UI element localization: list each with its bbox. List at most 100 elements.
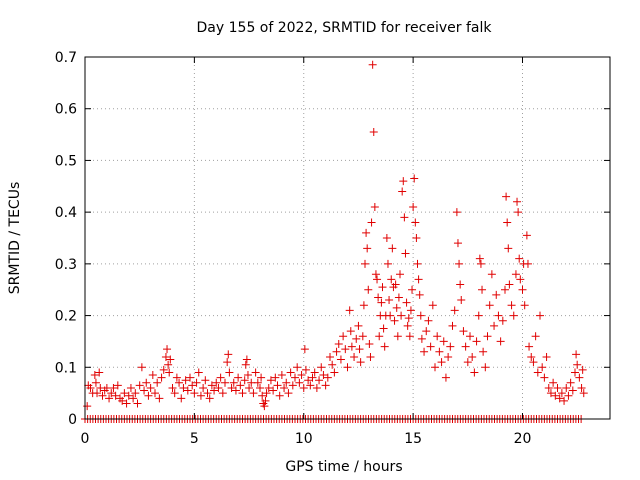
data-point: [356, 358, 365, 367]
x-tick-label: 10: [295, 431, 313, 447]
data-point: [199, 383, 208, 392]
data-point: [223, 358, 232, 367]
data-point: [131, 389, 140, 398]
data-point: [399, 177, 408, 186]
data-point: [513, 197, 522, 206]
data-point: [181, 376, 190, 385]
data-point: [86, 383, 95, 392]
data-point: [441, 373, 450, 382]
data-point: [224, 350, 233, 359]
data-point: [231, 386, 240, 395]
data-point: [326, 352, 334, 361]
data-point: [98, 391, 107, 400]
data-point: [256, 383, 264, 392]
data-point: [546, 389, 555, 398]
y-tick-label: 0.7: [55, 50, 77, 66]
data-point: [571, 368, 579, 377]
data-point: [113, 381, 122, 390]
data-point: [459, 327, 468, 336]
data-point: [355, 345, 364, 354]
x-axis-title: GPS time / hours: [285, 459, 402, 475]
data-point: [118, 396, 127, 405]
data-point: [522, 231, 531, 240]
data-point: [227, 383, 236, 392]
data-point: [573, 360, 582, 369]
data-point: [450, 306, 459, 315]
data-point: [431, 363, 439, 372]
x-tick-label: 0: [81, 431, 90, 447]
data-point: [218, 389, 227, 398]
data-point: [555, 394, 564, 403]
data-point: [124, 391, 133, 400]
data-point: [417, 334, 426, 343]
data-point: [415, 290, 424, 299]
data-point: [183, 386, 192, 395]
data-point: [414, 275, 423, 284]
data-point: [175, 378, 184, 387]
data-point: [453, 239, 462, 248]
data-point: [341, 345, 350, 354]
data-point: [525, 342, 534, 351]
data-point: [511, 270, 520, 279]
data-point: [403, 321, 412, 330]
data-point: [472, 337, 481, 346]
data-point: [456, 280, 465, 289]
data-point: [261, 396, 270, 405]
data-point: [502, 192, 511, 201]
data-point: [339, 332, 348, 341]
data-point: [505, 280, 514, 289]
x-tick-label: 5: [190, 431, 199, 447]
data-point: [411, 218, 420, 227]
data-point: [151, 389, 159, 398]
data-point: [203, 389, 212, 398]
data-point: [375, 332, 384, 341]
data-point: [288, 381, 297, 390]
data-point: [194, 368, 203, 377]
data-point: [466, 332, 474, 341]
data-point: [527, 352, 536, 361]
data-point: [186, 373, 194, 382]
data-point: [133, 399, 142, 408]
data-point: [144, 391, 153, 400]
data-point: [374, 293, 383, 302]
data-point: [111, 391, 120, 400]
data-point: [317, 363, 326, 372]
data-point: [299, 383, 308, 392]
data-point: [332, 347, 341, 356]
data-point: [159, 365, 168, 374]
data-point: [509, 311, 518, 320]
data-point: [452, 208, 461, 217]
data-point: [408, 285, 417, 294]
data-point: [262, 389, 271, 398]
data-point: [269, 386, 278, 395]
data-point: [293, 363, 302, 372]
data-point: [433, 332, 442, 341]
data-point: [468, 352, 477, 361]
data-point: [207, 381, 216, 390]
data-point: [404, 314, 413, 323]
data-point: [538, 363, 547, 372]
x-tick-label: 15: [404, 431, 422, 447]
data-point: [266, 376, 275, 385]
data-point: [371, 270, 380, 279]
data-point: [560, 396, 569, 405]
data-point: [172, 373, 181, 382]
data-point: [190, 389, 199, 398]
data-point: [135, 381, 144, 390]
data-point: [562, 383, 571, 392]
data-point: [437, 358, 446, 367]
data-point: [553, 383, 562, 392]
data-point: [271, 373, 280, 382]
data-point: [481, 363, 490, 372]
data-point: [312, 383, 321, 392]
data-point: [461, 342, 470, 351]
data-point: [424, 316, 433, 325]
data-point: [394, 293, 403, 302]
data-point: [205, 394, 214, 403]
data-point: [542, 352, 551, 361]
data-point: [409, 202, 418, 211]
data-point: [358, 332, 367, 341]
data-point: [426, 342, 435, 351]
data-point: [549, 378, 558, 387]
